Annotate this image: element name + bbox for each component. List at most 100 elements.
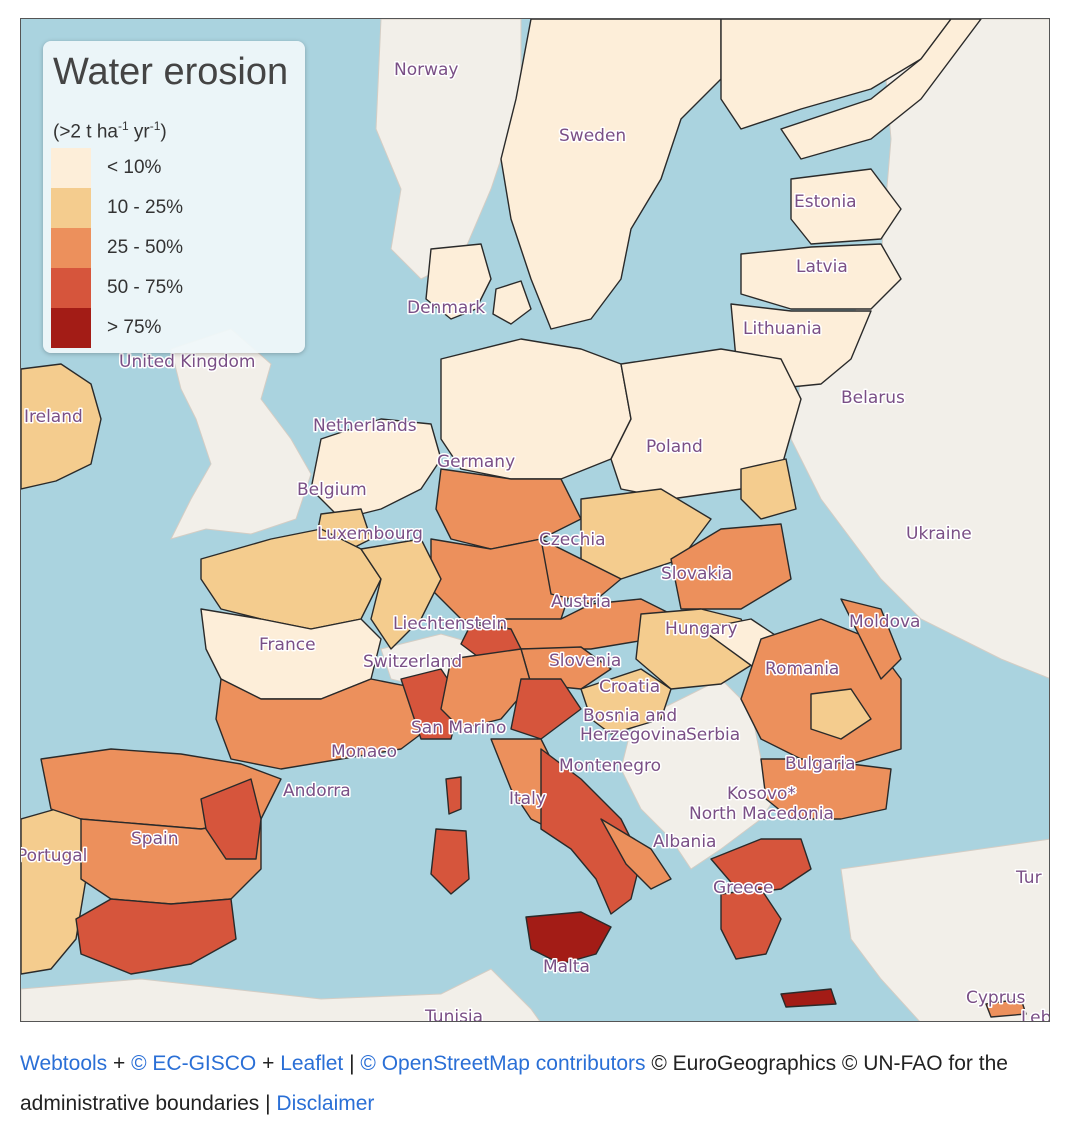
region-italy-north	[440, 648, 532, 730]
label-germany: Germany	[437, 452, 515, 472]
region-benelux	[310, 418, 442, 520]
legend-swatch	[51, 308, 91, 348]
label-bosnia-2: Herzegovina	[580, 725, 687, 745]
legend-swatch	[51, 228, 91, 268]
openstreetmap-link[interactable]: © OpenStreetMap contributors	[360, 1052, 646, 1075]
label-andorra: Andorra	[283, 781, 351, 801]
region-romania	[740, 618, 902, 765]
label-portugal: Portugal	[21, 846, 87, 866]
label-norway: Norway	[394, 60, 459, 80]
label-netherlands: Netherlands	[313, 416, 417, 436]
ec-gisco-link[interactable]: © EC-GISCO	[131, 1052, 257, 1075]
legend-label: 25 - 50%	[107, 237, 184, 258]
legend-item: 10 - 25%	[51, 188, 291, 228]
legend-swatch	[51, 268, 91, 308]
label-ireland: Ireland	[24, 407, 83, 427]
label-italy: Italy	[509, 789, 546, 809]
region-france-east	[360, 538, 442, 650]
label-monaco: Monaco	[331, 742, 397, 762]
map-attribution: Webtools + © EC-GISCO + Leaflet | © Open…	[20, 1052, 1008, 1115]
label-lebanon: Leb	[1021, 1008, 1050, 1022]
legend-label: > 75%	[107, 317, 162, 338]
region-denmark	[425, 243, 492, 320]
region-corsica	[445, 776, 462, 815]
region-moldova-side	[840, 598, 902, 680]
label-turkey: Tur	[1015, 868, 1042, 888]
region-sicily	[525, 911, 612, 965]
leaflet-link[interactable]: Leaflet	[280, 1052, 344, 1075]
label-slovakia: Slovakia	[661, 564, 732, 584]
region-crete	[780, 988, 837, 1008]
label-denmark: Denmark	[407, 298, 485, 318]
region-ireland	[21, 363, 102, 490]
region-italy-ne	[510, 678, 582, 740]
label-lithuania: Lithuania	[743, 319, 822, 339]
label-czechia: Czechia	[539, 530, 606, 550]
label-france: France	[259, 635, 316, 655]
map-labels: Norway Sweden Estonia Latvia Lithuania D…	[21, 59, 1050, 1022]
region-poland-se	[740, 458, 797, 520]
label-slovenia: Slovenia	[549, 651, 621, 671]
label-serbia: Serbia	[686, 725, 740, 745]
region-sweden	[500, 19, 722, 330]
legend-label: 10 - 25%	[107, 197, 184, 218]
choropleth-map[interactable]: Norway Sweden Estonia Latvia Lithuania D…	[21, 19, 1050, 1022]
background-land	[21, 19, 1049, 1021]
label-united-kingdom: United Kingdom	[119, 352, 255, 372]
label-greece: Greece	[713, 878, 774, 898]
region-romania-centre	[810, 688, 872, 740]
region-sardinia	[430, 828, 470, 895]
label-liechtenstein: Liechtenstein	[393, 614, 507, 634]
label-croatia: Croatia	[599, 677, 660, 697]
region-estonia	[790, 168, 902, 245]
label-moldova: Moldova	[849, 612, 920, 632]
label-romania: Romania	[765, 659, 839, 679]
label-sweden: Sweden	[559, 126, 626, 146]
legend-item: > 75%	[51, 308, 291, 348]
label-kosovo: Kosovo*	[727, 784, 796, 804]
region-italy-south	[540, 748, 642, 915]
region-finland	[780, 19, 982, 160]
label-austria: Austria	[551, 592, 611, 612]
label-bosnia-1: Bosnia and	[583, 706, 677, 726]
region-italy-heel	[600, 818, 672, 890]
webtools-link[interactable]: Webtools	[20, 1052, 108, 1075]
label-switzerland: Switzerland	[363, 652, 462, 672]
label-belgium: Belgium	[297, 480, 367, 500]
legend: Water erosion (>2 t ha-1 yr-1) < 10% 10 …	[43, 41, 305, 353]
label-hungary: Hungary	[665, 619, 738, 639]
label-latvia: Latvia	[796, 257, 848, 277]
label-bulgaria: Bulgaria	[785, 754, 856, 774]
region-spain-south	[75, 898, 237, 975]
erosion-regions	[21, 19, 1027, 1018]
label-tunisia: Tunisia	[424, 1007, 483, 1022]
label-spain: Spain	[131, 829, 179, 849]
legend-swatch	[51, 188, 91, 228]
legend-label: < 10%	[107, 157, 162, 178]
region-latvia	[740, 243, 902, 310]
legend-item: 50 - 75%	[51, 268, 291, 308]
legend-unit: (>2 t ha-1 yr-1)	[53, 119, 167, 143]
legend-item: 25 - 50%	[51, 228, 291, 268]
region-denmark-isles	[492, 280, 532, 325]
label-luxembourg: Luxembourg	[317, 524, 423, 544]
map-view[interactable]: Norway Sweden Estonia Latvia Lithuania D…	[20, 18, 1050, 1022]
region-spain-east	[200, 778, 262, 860]
label-north-macedonia: North Macedonia	[689, 804, 834, 824]
label-albania: Albania	[653, 832, 716, 852]
label-ukraine: Ukraine	[906, 524, 972, 544]
label-belarus: Belarus	[841, 388, 905, 408]
legend-swatch	[51, 148, 91, 188]
legend-label: 50 - 75%	[107, 277, 184, 298]
label-montenegro: Montenegro	[559, 756, 661, 776]
legend-title: Water erosion	[53, 51, 289, 93]
region-czechia-east	[540, 538, 622, 605]
region-croatia	[580, 668, 672, 735]
region-slovakia	[670, 523, 792, 610]
label-estonia: Estonia	[794, 192, 857, 212]
label-malta: Malta	[543, 957, 590, 977]
disclaimer-link[interactable]: Disclaimer	[276, 1092, 375, 1115]
attribution-text: © EuroGeographics © UN-FAO for the admin…	[20, 1052, 1008, 1115]
label-poland: Poland	[646, 437, 703, 457]
label-san-marino: San Marino	[411, 718, 506, 738]
